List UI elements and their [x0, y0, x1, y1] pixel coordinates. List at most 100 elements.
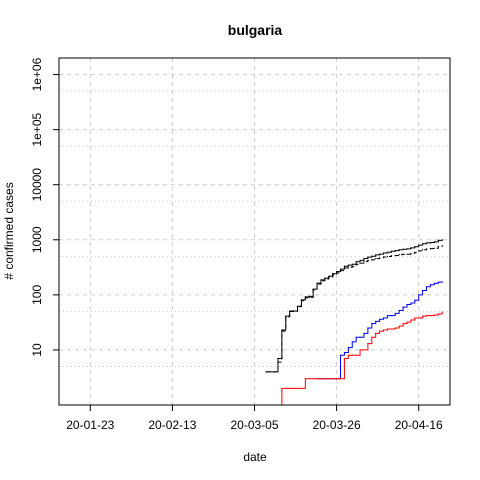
data-point — [394, 254, 396, 257]
data-point — [363, 349, 365, 351]
series-group — [265, 239, 443, 406]
data-point — [277, 357, 279, 360]
y-axis-label: # confirmed cases — [2, 182, 16, 279]
data-point — [308, 296, 310, 298]
data-point — [398, 309, 400, 312]
data-point — [320, 280, 322, 282]
data-point — [402, 248, 404, 250]
data-point — [394, 312, 396, 315]
data-point — [379, 253, 381, 255]
data-point — [312, 378, 314, 380]
data-point — [418, 317, 420, 319]
data-point — [367, 256, 369, 258]
data-point — [441, 245, 443, 247]
chart-title: bulgaria — [228, 22, 283, 38]
data-point — [371, 255, 373, 257]
series-line — [317, 281, 443, 380]
data-point — [367, 327, 369, 329]
data-point — [410, 319, 412, 321]
data-point — [433, 314, 435, 316]
data-point — [402, 306, 404, 308]
data-point — [351, 266, 353, 268]
data-point — [418, 250, 420, 252]
data-point — [386, 328, 389, 330]
data-point — [425, 315, 428, 317]
data-point — [300, 299, 303, 301]
data-point — [390, 250, 392, 252]
data-point — [355, 336, 357, 338]
y-tick-label: 1e+06 — [30, 57, 44, 91]
data-point — [367, 343, 369, 345]
y-tick-label: 10 — [30, 343, 44, 357]
data-point — [422, 289, 424, 292]
data-point — [437, 239, 439, 241]
data-point — [382, 317, 385, 319]
data-point — [289, 310, 291, 313]
data-point — [351, 263, 353, 265]
data-point — [379, 257, 381, 259]
data-point — [332, 378, 334, 380]
data-point — [386, 255, 389, 258]
data-point — [304, 378, 306, 380]
y-tick-label: 10000 — [30, 168, 44, 202]
data-point — [285, 387, 287, 390]
data-point — [343, 267, 346, 269]
series-line — [266, 311, 443, 406]
data-point — [382, 329, 385, 331]
x-tick-label: 20-01-23 — [66, 418, 114, 432]
data-point — [394, 327, 396, 329]
data-point — [410, 302, 412, 304]
data-point — [398, 249, 400, 251]
data-point — [308, 378, 310, 380]
data-point — [355, 354, 357, 356]
data-point — [414, 246, 416, 248]
data-point — [433, 282, 435, 284]
data-point — [269, 371, 271, 373]
data-point — [351, 341, 353, 343]
data-point — [410, 252, 412, 254]
data-point — [281, 330, 283, 332]
data-point — [355, 263, 357, 265]
data-point — [433, 241, 435, 243]
grid — [59, 58, 450, 405]
data-point — [277, 361, 279, 363]
data-point — [367, 259, 369, 261]
data-point — [363, 260, 365, 263]
data-point — [355, 261, 357, 263]
data-point — [265, 371, 267, 373]
data-point — [429, 284, 432, 286]
data-point — [437, 313, 439, 315]
data-point — [359, 349, 361, 351]
data-point — [429, 241, 432, 244]
data-point — [320, 378, 322, 380]
data-point — [379, 318, 381, 320]
data-point — [300, 300, 303, 302]
data-point — [347, 264, 349, 266]
data-point — [304, 297, 306, 299]
data-point — [281, 329, 283, 331]
data-point — [386, 315, 389, 317]
data-point — [328, 275, 330, 277]
x-tick-label: 20-03-05 — [230, 418, 278, 432]
data-point — [285, 316, 287, 318]
y-tick-label: 100 — [30, 285, 44, 305]
data-point — [316, 283, 318, 285]
data-point — [414, 299, 416, 301]
data-point — [332, 274, 334, 276]
data-point — [336, 378, 338, 380]
data-point — [324, 278, 326, 280]
axes: 20-01-23 20-02-13 20-03-05 20-03-26 20-04-16… — [30, 57, 443, 432]
data-point — [433, 247, 435, 249]
data-point — [339, 378, 342, 380]
data-point — [382, 252, 385, 254]
y-tick-label: 1e+05 — [30, 112, 44, 146]
data-point — [414, 251, 416, 253]
data-point — [425, 248, 428, 250]
data-point — [343, 357, 346, 360]
data-point — [347, 266, 349, 268]
data-point — [437, 281, 439, 283]
data-point — [429, 248, 432, 250]
data-point — [441, 281, 443, 283]
data-point — [386, 251, 389, 253]
